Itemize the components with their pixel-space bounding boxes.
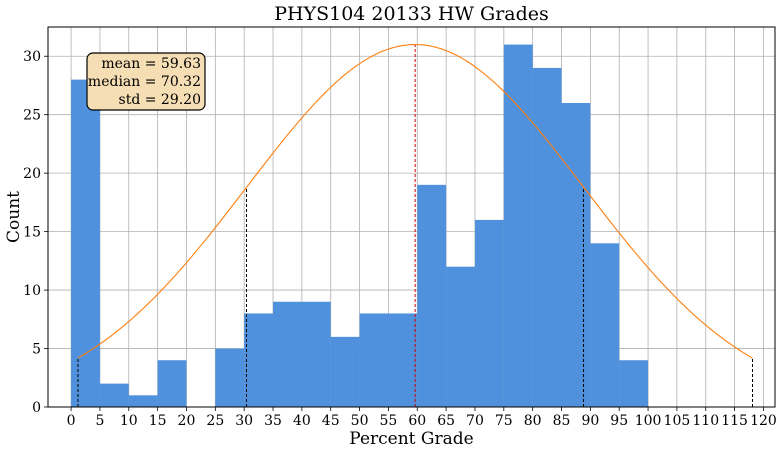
x-tick-label: 70 — [466, 413, 484, 429]
x-tick-label: 15 — [149, 413, 167, 429]
x-tick-label: 105 — [664, 413, 691, 429]
stats-std: std = 29.20 — [119, 92, 201, 108]
x-tick-label: 110 — [692, 413, 719, 429]
x-tick-label: 95 — [610, 413, 628, 429]
histogram-bar — [474, 219, 504, 407]
histogram-bar — [273, 301, 302, 407]
histogram-bar — [417, 184, 447, 407]
histogram-bar — [157, 360, 187, 407]
x-tick-label: 65 — [437, 413, 455, 429]
x-tick-label: 50 — [351, 413, 369, 429]
normal-fit-curve — [77, 43, 753, 359]
stats-box-background — [86, 52, 206, 111]
x-axis-label: Percent Grade — [349, 429, 473, 449]
x-tick-label: 0 — [67, 413, 76, 429]
histogram-bar — [330, 336, 360, 407]
histogram-bar — [215, 348, 245, 407]
histogram-bar — [128, 395, 158, 407]
x-tick-label: 45 — [322, 413, 340, 429]
histogram-bar — [619, 360, 649, 407]
y-axis-label: Count — [4, 191, 24, 243]
x-tick-label: 115 — [721, 413, 748, 429]
x-tick-label: 60 — [408, 413, 426, 429]
y-tick-label: 5 — [32, 342, 41, 358]
x-tick-label: 5 — [95, 413, 104, 429]
x-tick-label: 40 — [293, 413, 311, 429]
x-tick-label: 80 — [524, 413, 542, 429]
histogram-bar — [561, 103, 591, 407]
histogram-bar — [71, 79, 100, 407]
x-tick-label: 90 — [581, 413, 599, 429]
histogram-bar — [99, 383, 129, 407]
x-tick-label: 55 — [380, 413, 398, 429]
y-tick-label: 20 — [23, 166, 41, 182]
chart-title: PHYS104 20133 HW Grades — [274, 3, 549, 25]
y-tick-label: 0 — [32, 400, 41, 416]
histogram-bar — [532, 67, 562, 407]
reference-lines — [77, 44, 753, 407]
histogram-bar — [301, 301, 331, 407]
histogram-bar — [446, 266, 475, 407]
x-tick-label: 20 — [178, 413, 196, 429]
histogram-bar — [359, 313, 389, 407]
x-tick-label: 30 — [235, 413, 253, 429]
x-tick-label: 120 — [750, 413, 777, 429]
plot-frame — [47, 26, 776, 408]
y-tick-label: 25 — [23, 108, 41, 124]
histogram-bars — [71, 44, 649, 408]
x-tick-label: 75 — [495, 413, 513, 429]
y-tick-label: 15 — [23, 225, 41, 241]
x-tick-label: 35 — [264, 413, 282, 429]
histogram-bar — [590, 243, 620, 407]
histogram-bar — [388, 313, 418, 407]
x-tick-label: 85 — [553, 413, 571, 429]
stats-box: mean = 59.63 median = 70.32 std = 29.20 — [86, 52, 206, 111]
axis-ticks: 0 5 10 15 20 25 30 35 40 45 50 55 60 65 70 75 80 85 90 95 10… — [23, 49, 777, 429]
histogram-bar — [503, 44, 533, 408]
x-tick-label: 25 — [206, 413, 224, 429]
y-tick-label: 30 — [23, 49, 41, 65]
histogram-bar — [244, 313, 274, 407]
x-tick-label: 100 — [635, 413, 662, 429]
x-tick-label: 10 — [120, 413, 138, 429]
stats-median: median = 70.32 — [88, 74, 201, 90]
stats-mean: mean = 59.63 — [101, 56, 201, 72]
y-tick-label: 10 — [23, 283, 41, 299]
